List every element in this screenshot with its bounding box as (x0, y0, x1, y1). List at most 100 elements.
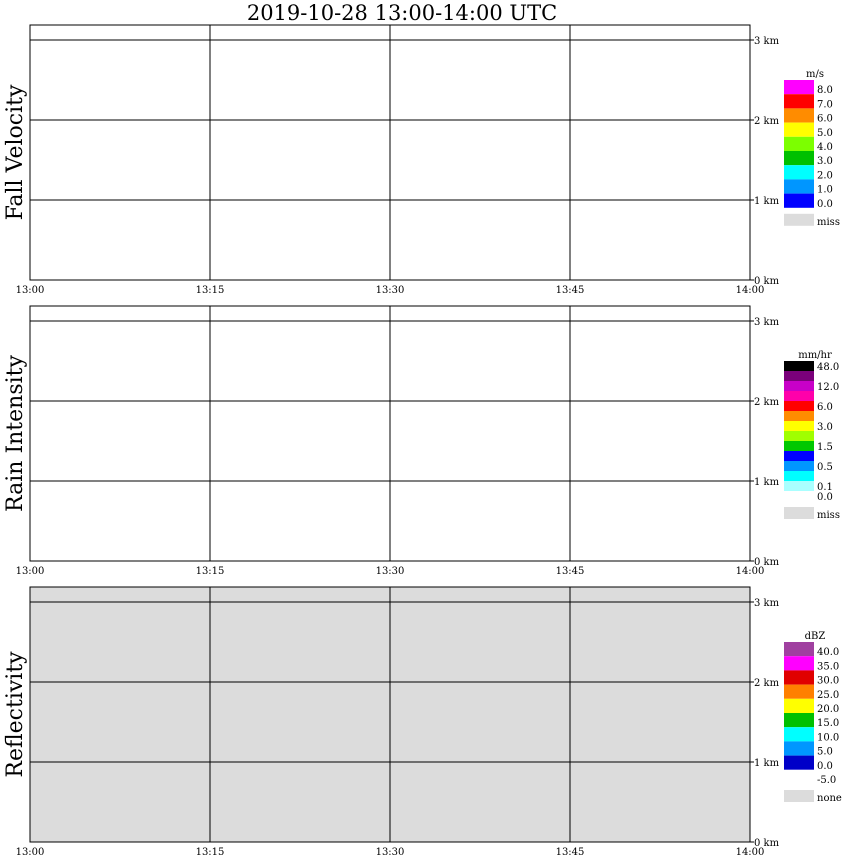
legend-label: 1.0 (817, 185, 833, 196)
legend-swatch (784, 727, 814, 742)
legend-swatch (784, 381, 814, 391)
legend-swatch (784, 670, 814, 685)
panel-title: Rain Intensity (3, 354, 28, 511)
legend-swatch (784, 713, 814, 728)
x-tick-label: 13:30 (376, 566, 405, 577)
plot-frame (29, 24, 751, 281)
x-tick-label: 13:15 (196, 847, 225, 858)
legend-swatch (784, 684, 814, 699)
y-tick-label: 0 km (754, 276, 780, 287)
legend-unit: m/s (806, 69, 824, 80)
y-tick-label: 0 km (754, 838, 780, 849)
legend-swatch (784, 361, 814, 371)
legend-swatch (784, 401, 814, 411)
legend-swatch (784, 108, 814, 123)
legend-label: 1.5 (817, 442, 833, 453)
legend-label: 20.0 (817, 704, 839, 715)
x-tick-label: 14:00 (736, 566, 765, 577)
x-tick-label: 13:00 (16, 847, 45, 858)
legend-label: none (817, 793, 842, 804)
legend-swatch (784, 193, 814, 208)
legend-swatch (784, 179, 814, 194)
legend-unit: dBZ (805, 631, 826, 642)
panel-title: Reflectivity (3, 651, 28, 778)
legend-label: 0.0 (817, 199, 833, 210)
legend-label: miss (817, 510, 840, 521)
legend-label: 48.0 (817, 362, 839, 373)
y-tick-label: 2 km (754, 116, 780, 127)
x-tick-label: 13:30 (376, 847, 405, 858)
x-tick-label: 13:45 (556, 566, 585, 577)
legend-label: 15.0 (817, 718, 839, 729)
y-tick-label: 2 km (754, 678, 780, 689)
legend-swatch (784, 421, 814, 431)
y-tick-label: 1 km (754, 196, 780, 207)
legend-swatch (784, 136, 814, 151)
legend-swatch (784, 755, 814, 770)
legend-label: 4.0 (817, 142, 833, 153)
legend-swatch (784, 165, 814, 180)
legend-label: 0.0 (817, 492, 833, 503)
legend-swatch (784, 80, 814, 95)
y-tick-label: 1 km (754, 758, 780, 769)
x-tick-label: 13:45 (556, 847, 585, 858)
legend-label: 7.0 (817, 99, 833, 110)
x-tick-label: 13:30 (376, 285, 405, 296)
y-tick-label: 0 km (754, 557, 780, 568)
x-tick-label: 13:15 (196, 285, 225, 296)
y-tick-label: 3 km (754, 317, 780, 328)
plot-frame (29, 305, 751, 562)
panel-3: 13:00 13:15 13:30 13:45 14:000 km 1 km 2 km 3 k… (3, 586, 842, 858)
legend-label: 40.0 (817, 647, 839, 658)
y-tick-label: 3 km (754, 598, 780, 609)
x-tick-label: 14:00 (736, 285, 765, 296)
legend-label: miss (817, 217, 840, 228)
legend-label: 0.1 (817, 482, 833, 493)
legend-swatch (784, 642, 814, 657)
legend-swatch (784, 213, 814, 226)
x-tick-label: 13:00 (16, 285, 45, 296)
y-tick-label: 1 km (754, 477, 780, 488)
legend-swatch (784, 656, 814, 671)
legend-label: 6.0 (817, 114, 833, 125)
legend-swatch (784, 151, 814, 166)
legend-swatch (784, 698, 814, 713)
legend-label: 25.0 (817, 690, 839, 701)
x-tick-label: 13:15 (196, 566, 225, 577)
legend-swatch (784, 431, 814, 441)
x-tick-label: 13:00 (16, 566, 45, 577)
legend-swatch (784, 391, 814, 401)
panel-title: Fall Velocity (3, 84, 28, 220)
legend-label: 30.0 (817, 676, 839, 687)
x-tick-label: 14:00 (736, 847, 765, 858)
legend-swatch (784, 411, 814, 421)
legend-label: 10.0 (817, 732, 839, 743)
legend-swatch (784, 507, 814, 519)
panel-2: 13:00 13:15 13:30 13:45 14:000 km 1 km 2 km 3 k… (3, 305, 840, 577)
legend-label: 3.0 (817, 156, 833, 167)
legend-label: 0.5 (817, 462, 833, 473)
panels: 13:00 13:15 13:30 13:45 14:000 km1 km2 km3 k… (3, 24, 842, 858)
legend-swatch (784, 769, 814, 784)
legend-swatch (784, 451, 814, 461)
legend-label: 8.0 (817, 85, 833, 96)
legend-swatch (784, 481, 814, 491)
legend-label: 3.0 (817, 422, 833, 433)
legend-swatch (784, 790, 814, 802)
legend-swatch (784, 441, 814, 451)
legend-label: 5.0 (817, 128, 833, 139)
legend-label: 0.0 (817, 761, 833, 772)
legend-swatch (784, 122, 814, 137)
panel-1: 13:00 13:15 13:30 13:45 14:000 km 1 km 2 km 3 k… (3, 24, 840, 296)
x-tick-label: 13:45 (556, 285, 585, 296)
legend-label: 2.0 (817, 170, 833, 181)
legend-swatch (784, 94, 814, 109)
figure-title: 2019-10-28 13:00-14:00 UTC (247, 1, 557, 25)
legend-swatch (784, 491, 814, 501)
legend-unit: mm/hr (798, 350, 832, 361)
plot-frame (29, 586, 751, 843)
legend-label: 5.0 (817, 747, 833, 758)
legend-swatch (784, 741, 814, 756)
legend-label: -5.0 (817, 775, 836, 786)
